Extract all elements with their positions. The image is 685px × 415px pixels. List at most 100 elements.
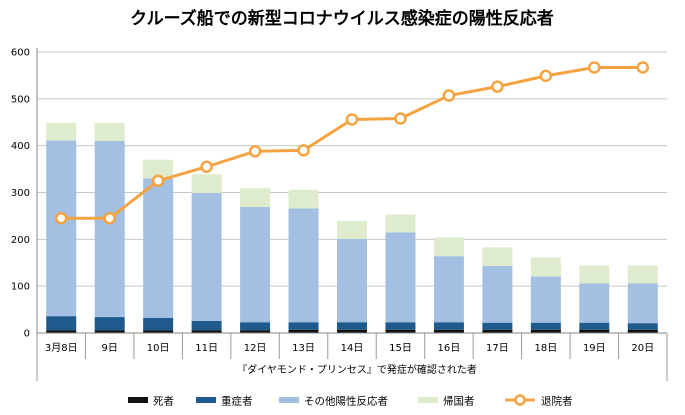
line-point — [442, 89, 456, 102]
bar-segment — [579, 265, 610, 284]
line-point — [636, 61, 650, 74]
legend-swatch — [128, 397, 148, 403]
y-tick-label: 500 — [11, 94, 30, 105]
bar-segment — [94, 140, 125, 318]
line-point — [345, 113, 359, 126]
y-tick-label: 100 — [11, 282, 30, 293]
x-tick-label: 18日 — [534, 343, 557, 354]
bar-segment — [288, 208, 319, 323]
x-tick-label: 10日 — [147, 343, 170, 354]
bar-segment — [94, 122, 125, 141]
bar-segment — [482, 266, 513, 323]
legend-label: 退院者 — [541, 395, 573, 408]
bar-segment — [288, 329, 319, 333]
bar-segment — [385, 214, 416, 233]
legend-label: 死者 — [153, 396, 174, 408]
bar-segment — [46, 330, 77, 333]
bar-segment — [46, 316, 77, 331]
discharged-line — [54, 61, 650, 225]
bar-segment — [288, 189, 319, 209]
line-point — [54, 212, 68, 225]
legend: 死者 重症者 その他陽性反応者 帰国者 退院者 — [128, 394, 573, 408]
x-tick-label: 3月8日 — [45, 342, 78, 354]
x-tick-label: 11日 — [195, 343, 218, 354]
bar-segment — [191, 330, 222, 333]
bar-segment — [143, 178, 174, 319]
x-tick-label: 13日 — [292, 343, 315, 354]
bar-segment — [579, 329, 610, 333]
bar-segment — [337, 322, 367, 330]
x-tick-label: 12日 — [244, 343, 267, 354]
x-tick-label: 17日 — [486, 343, 509, 354]
bar-segment — [46, 122, 77, 141]
bar-segment — [240, 330, 271, 333]
bar-segment — [240, 322, 271, 331]
bar-segment — [482, 329, 513, 333]
bar-segment — [579, 322, 610, 330]
line-point — [248, 145, 262, 158]
line-point — [200, 160, 213, 173]
bar-segment — [143, 330, 174, 333]
y-tick-label: 0 — [24, 329, 30, 340]
bar-segment — [530, 322, 561, 330]
bar-segment — [46, 140, 77, 317]
bar-segment — [385, 329, 416, 333]
bar-segment — [433, 256, 464, 323]
x-tick-label: 9日 — [102, 343, 118, 354]
legend-marker — [514, 394, 526, 406]
y-axis-ticks: 0 100 200 300 400 500 600 — [11, 48, 30, 340]
legend-swatch — [418, 397, 438, 403]
bars — [46, 122, 658, 333]
line-point — [103, 212, 116, 225]
bar-segment — [288, 322, 319, 330]
line-point — [297, 144, 310, 157]
bar-segment — [240, 188, 271, 208]
x-tick-label: 14日 — [341, 343, 364, 354]
bar-segment — [530, 276, 561, 323]
y-tick-label: 200 — [11, 235, 30, 246]
bar-segment — [433, 237, 464, 257]
bar-segment — [627, 323, 658, 330]
legend-swatch — [196, 397, 216, 403]
x-axis-ticks: 3月8日 9日 10日 11日 12日 13日 14日 15日 16日 17日 18日 19日 20日 — [45, 342, 654, 354]
bar-segment — [191, 320, 222, 331]
x-tick-label: 19日 — [583, 343, 606, 354]
x-axis-label: 『ダイヤモンド・プリンセス』で発症が確認された者 — [237, 363, 477, 376]
line-point — [539, 69, 553, 83]
legend-label: 帰国者 — [443, 395, 475, 408]
legend-label: 重症者 — [221, 395, 253, 408]
bar-segment — [530, 257, 561, 277]
line-point — [588, 61, 601, 74]
y-tick-label: 400 — [11, 141, 30, 152]
bar-segment — [482, 247, 513, 267]
bar-segment — [627, 329, 658, 333]
chart-title: クルーズ船での新型コロナウイルス感染症の陽性反応者 — [130, 8, 554, 29]
bar-segment — [143, 159, 174, 179]
line-point — [394, 112, 407, 125]
bar-segment — [143, 318, 174, 331]
bar-segment — [385, 232, 416, 323]
x-tick-label: 16日 — [438, 343, 461, 354]
bar-segment — [627, 265, 658, 284]
bar-segment — [240, 207, 271, 323]
bar-segment — [337, 221, 367, 239]
bar-segment — [530, 329, 561, 333]
axis-frame — [36, 48, 668, 381]
bar-segment — [433, 329, 464, 333]
bar-segment — [337, 238, 367, 323]
y-tick-label: 300 — [11, 188, 30, 199]
legend-label: その他陽性反応者 — [304, 395, 388, 408]
x-tick-label: 15日 — [389, 343, 412, 354]
bar-segment — [94, 317, 125, 331]
bar-segment — [433, 322, 464, 330]
bar-segment — [627, 283, 658, 324]
line-point — [151, 174, 165, 188]
bar-segment — [94, 330, 125, 333]
line-point — [491, 80, 504, 93]
x-tick-label: 20日 — [631, 343, 654, 354]
bar-segment — [337, 329, 367, 333]
bar-segment — [579, 283, 610, 323]
y-tick-label: 600 — [11, 48, 30, 59]
